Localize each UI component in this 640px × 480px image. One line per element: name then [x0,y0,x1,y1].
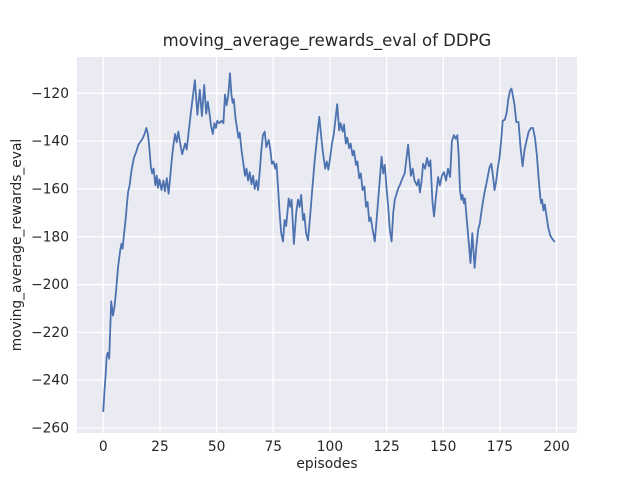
x-tick-labels: 0 25 50 75 100 125 150 175 200 [99,439,570,455]
plot-area [77,57,577,433]
x-tick-label: 25 [151,439,169,455]
y-axis-label: moving_average_rewards_eval [9,139,25,351]
x-tick-label: 100 [317,439,343,455]
chart-title: moving_average_rewards_eval of DDPG [163,31,492,51]
x-tick-label: 75 [265,439,283,455]
x-axis-label: episodes [296,456,357,472]
y-tick-label: −120 [31,86,69,102]
x-tick-label: 150 [430,439,456,455]
y-tick-labels: −120 −140 −160 −180 −200 −220 −240 −260 [31,86,69,437]
y-tick-label: −260 [31,420,69,436]
y-tick-label: −180 [31,229,69,245]
x-tick-label: 125 [373,439,399,455]
series-line [102,72,556,413]
y-tick-label: −240 [31,373,69,389]
y-tick-label: −220 [31,325,69,341]
x-tick-label: 200 [543,439,569,455]
y-tick-label: −140 [31,134,69,150]
gridlines [77,57,577,433]
x-tick-label: 50 [208,439,226,455]
y-tick-label: −200 [31,277,69,293]
x-tick-label: 175 [487,439,513,455]
y-tick-label: −160 [31,181,69,197]
x-tick-label: 0 [99,439,108,455]
